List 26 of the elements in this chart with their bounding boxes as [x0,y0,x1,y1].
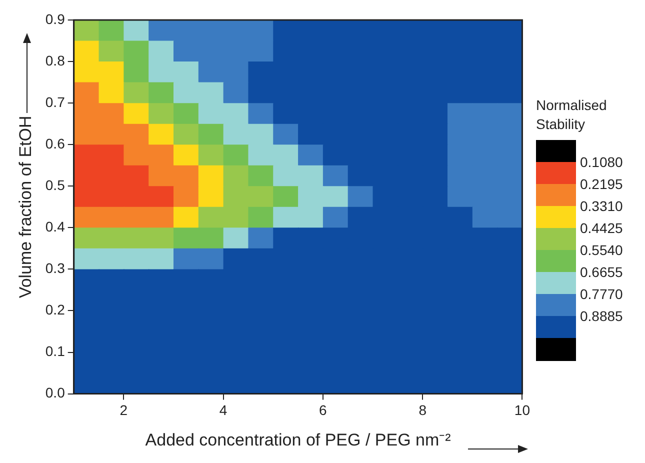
x-tick-label: 6 [319,402,328,418]
color-bar-label: 0.5540 [580,242,623,258]
y-tick-label: 0.3 [45,260,66,276]
color-bar-label: 0.4425 [580,220,623,236]
y-tick-label: 0.0 [45,384,66,401]
x-axis-title: Added concentration of PEG / PEG nm⁻² [145,430,452,450]
x-tick-label: 4 [219,402,228,418]
y-tick-label: 0.7 [45,94,66,110]
y-tick-label: 0.1 [45,343,66,360]
color-bar-label: 0.6655 [580,264,623,280]
x-tick-label: 8 [418,402,427,418]
color-bar-label: 0.8885 [580,308,623,324]
y-tick-label: 0.5 [45,176,66,193]
x-tick-label: 2 [120,402,128,418]
color-bar-label: 0.2195 [580,176,623,192]
x-tick-label: 10 [514,402,530,418]
y-tick-label: 0.6 [45,135,66,152]
y-tick-label: 0.8 [45,52,66,68]
color-bar-label: 0.7770 [580,286,623,302]
y-tick-label: 0.4 [45,218,66,235]
color-bar-label: 0.3310 [580,198,623,214]
y-axis-title: Volume fraction of EtOH [16,116,35,298]
color-bar-title: Normalised Stability [536,96,608,134]
y-tick-label: 0.9 [45,10,66,27]
y-tick-label: 0.2 [45,302,66,318]
color-bar-label: 0.1080 [580,154,623,170]
